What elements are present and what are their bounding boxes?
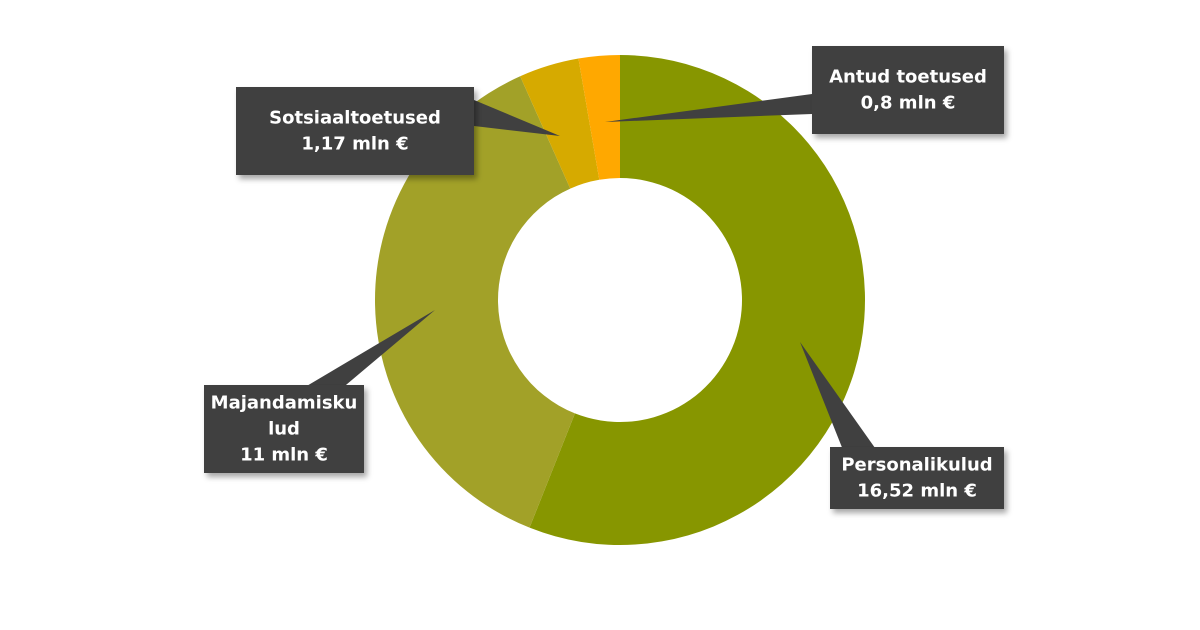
callout-pointer [800, 342, 880, 455]
callout-sotsiaaltoetused: Sotsiaaltoetused 1,17 mln € [236, 87, 560, 175]
slice-personalikulud [529, 55, 866, 545]
slice-majandamisku [375, 76, 575, 528]
callout-antud-toetused: Antud toetused 0,8 mln € [605, 46, 1004, 134]
callout-pointer [474, 100, 560, 136]
callout-label: Personalikulud [841, 455, 992, 476]
callout-majandamisku: Majandamisku lud 11 mln € [204, 310, 435, 473]
slice-callouts: Personalikulud 16,52 mln € Majandamisku lud… [204, 46, 1004, 509]
callout-pointer [300, 310, 435, 390]
callout-box [236, 87, 474, 175]
slice-sotsiaaltoetused [520, 58, 600, 189]
callout-value: 1,17 mln € [301, 134, 408, 155]
callout-label: lud [268, 419, 300, 440]
callout-box [812, 46, 1004, 134]
callout-value: 0,8 mln € [861, 93, 956, 114]
callout-label: Majandamisku [211, 393, 358, 414]
callout-value: 16,52 mln € [857, 481, 977, 502]
callout-personalikulud: Personalikulud 16,52 mln € [800, 342, 1004, 509]
callout-box [830, 447, 1004, 509]
callout-box [204, 385, 364, 473]
callout-pointer [605, 94, 812, 122]
slice-antud-toetused [578, 55, 620, 180]
callout-label: Sotsiaaltoetused [269, 108, 441, 129]
callout-value: 11 mln € [240, 445, 328, 466]
callout-label: Antud toetused [829, 67, 987, 88]
donut-slices [375, 55, 866, 545]
